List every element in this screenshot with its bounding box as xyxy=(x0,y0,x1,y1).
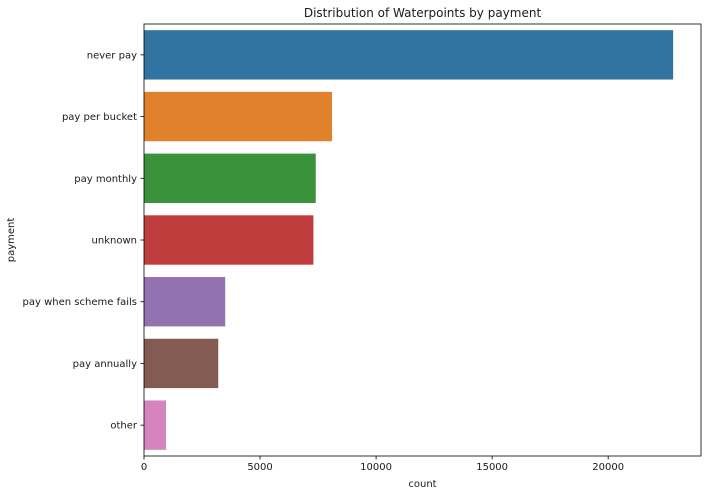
x-tick-label: 20000 xyxy=(592,462,624,473)
bar-pay-when-scheme-fails xyxy=(144,277,226,327)
x-axis-label: count xyxy=(408,479,436,490)
y-tick-label: other xyxy=(110,421,138,432)
x-tick-label: 15000 xyxy=(476,462,508,473)
y-axis-ticks: never pay pay per bucket pay monthly unknow… xyxy=(23,50,144,432)
bar-pay-annually xyxy=(144,338,219,389)
y-axis-label: payment xyxy=(6,218,17,263)
bar-other xyxy=(144,400,167,450)
chart-title: Distribution of Waterpoints by payment xyxy=(304,6,542,20)
y-tick-label: pay when scheme fails xyxy=(23,297,137,308)
y-tick-label: never pay xyxy=(87,50,137,61)
y-tick-label: pay monthly xyxy=(74,174,137,185)
x-tick-label: 5000 xyxy=(247,462,272,473)
x-tick-label: 10000 xyxy=(360,462,392,473)
bar-unknown xyxy=(144,215,314,265)
y-tick-label: pay annually xyxy=(73,359,137,370)
bars-group xyxy=(144,30,674,450)
bar-never-pay xyxy=(144,30,674,80)
y-tick-label: pay per bucket xyxy=(62,112,137,123)
bar-pay-monthly xyxy=(144,153,316,203)
bar-pay-per-bucket xyxy=(144,91,332,142)
x-axis-ticks: 0 5000 10000 15000 20000 xyxy=(141,456,624,473)
y-tick-label: unknown xyxy=(92,236,137,247)
x-tick-label: 0 xyxy=(141,462,147,473)
